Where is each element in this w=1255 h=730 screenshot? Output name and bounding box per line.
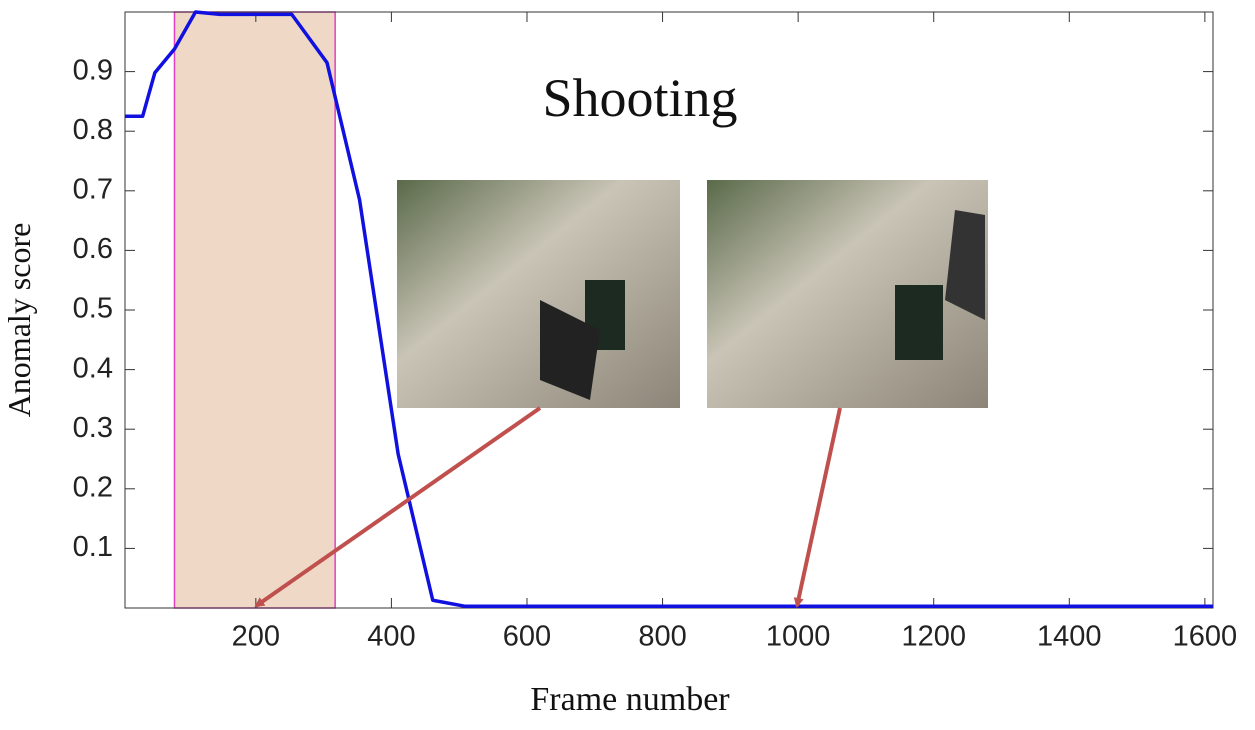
highlight-region [174, 12, 335, 608]
x-axis-label: Frame number [530, 681, 730, 718]
y-axis-label: Anomaly score [1, 223, 37, 418]
x-tick-label: 1200 [901, 621, 966, 653]
y-tick-label: 0.4 [73, 352, 113, 384]
x-tick-label: 1600 [1173, 621, 1238, 653]
y-tick-label: 0.9 [73, 54, 113, 86]
x-tick-label: 200 [232, 621, 280, 653]
y-tick-label: 0.3 [73, 412, 113, 444]
y-tick-label: 0.6 [73, 233, 113, 265]
x-tick-label: 400 [367, 621, 415, 653]
arrow [797, 408, 840, 606]
y-tick-label: 0.2 [73, 471, 113, 503]
photo [707, 180, 988, 408]
y-tick-label: 0.8 [73, 114, 113, 146]
photo [397, 180, 680, 408]
x-tick-label: 800 [638, 621, 686, 653]
x-tick-label: 1000 [766, 621, 831, 653]
y-tick-label: 0.5 [73, 293, 113, 325]
x-tick-label: 600 [503, 621, 551, 653]
annotation: Shooting [542, 68, 737, 128]
chart: 0.1 0.2 0.3 0.4 0.5 0.6 0.7 0.8 0.9 200 400 600 800 1… [0, 0, 1255, 730]
y-tick-label: 0.1 [73, 531, 113, 563]
x-tick-label: 1400 [1037, 621, 1102, 653]
y-tick-label: 0.7 [73, 173, 113, 205]
